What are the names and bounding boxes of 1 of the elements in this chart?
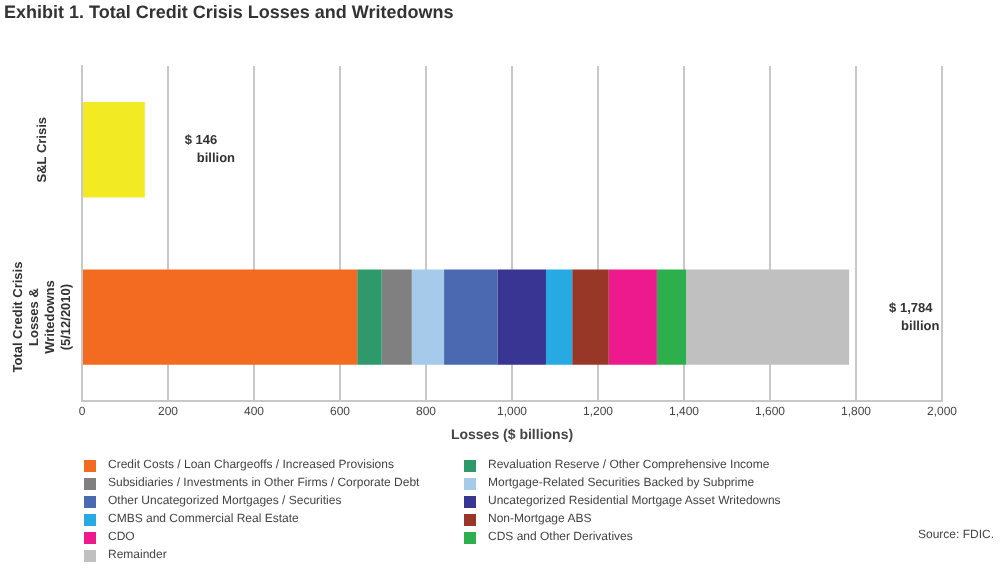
chart-title: Exhibit 1. Total Credit Crisis Losses and Writedowns [4, 2, 454, 22]
